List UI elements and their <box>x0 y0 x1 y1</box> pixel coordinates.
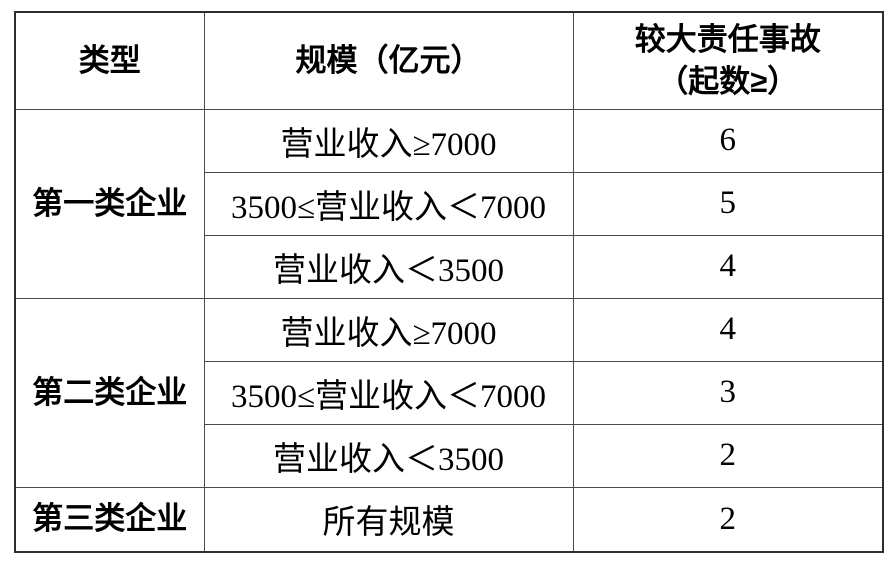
table-row: 第二类企业 营业收入≥7000 4 <box>14 297 884 488</box>
header-accidents-line2: （起数≥） <box>657 63 799 99</box>
cell-accidents: 2 <box>572 486 884 553</box>
enterprise-accident-table: 类型 规模（亿元） 较大责任事故 （起数≥） 第一类企业 营业收入≥7000 6… <box>14 11 884 553</box>
cell-scale: 所有规模 <box>203 486 574 553</box>
header-cell-type: 类型 <box>14 11 205 110</box>
table-row: 营业收入＜3500 4 <box>15 234 884 299</box>
cell-scale: 3500≤营业收入＜7000 <box>203 360 574 425</box>
header-cell-accidents: 较大责任事故 （起数≥） <box>572 11 884 110</box>
table-header-row: 类型 规模（亿元） 较大责任事故 （起数≥） <box>14 11 884 110</box>
header-cell-scale: 规模（亿元） <box>203 11 574 110</box>
cell-scale: 营业收入≥7000 <box>203 108 574 173</box>
cell-accidents: 4 <box>572 297 884 362</box>
cell-accidents: 2 <box>572 423 884 488</box>
cell-enterprise-type: 第三类企业 <box>14 486 205 553</box>
table-row: 3500≤营业收入＜7000 5 <box>15 171 884 236</box>
cell-enterprise-type: 第一类企业 <box>14 108 205 299</box>
cell-scale: 营业收入＜3500 <box>203 423 574 488</box>
cell-scale: 营业收入≥7000 <box>203 297 574 362</box>
cell-accidents: 6 <box>572 108 884 173</box>
cell-scale: 营业收入＜3500 <box>203 234 574 299</box>
cell-accidents: 5 <box>572 171 884 236</box>
table-row: 3500≤营业收入＜7000 3 <box>15 360 884 425</box>
header-accidents-line1: 较大责任事故 <box>634 21 821 57</box>
cell-scale: 3500≤营业收入＜7000 <box>203 171 574 236</box>
cell-accidents: 3 <box>572 360 884 425</box>
cell-enterprise-type: 第二类企业 <box>14 297 205 488</box>
table-row: 第一类企业 营业收入≥7000 6 <box>14 108 884 299</box>
cell-accidents: 4 <box>572 234 884 299</box>
table-row: 第三类企业 所有规模 2 <box>14 486 884 553</box>
